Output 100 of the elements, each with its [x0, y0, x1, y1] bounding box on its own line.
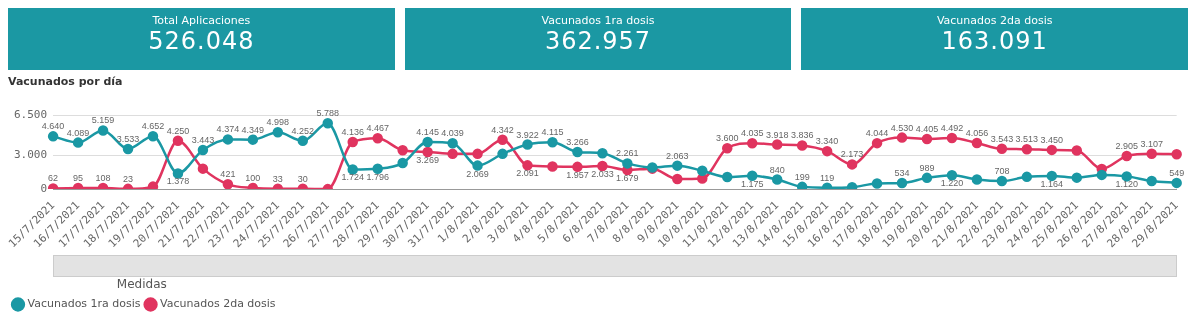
- data-label: 4.089: [66, 127, 90, 138]
- point: [497, 148, 508, 160]
- data-label: 30: [297, 173, 308, 184]
- point: [297, 135, 309, 147]
- data-label: 5.159: [91, 115, 115, 126]
- point: [1121, 150, 1132, 162]
- point: [522, 139, 533, 150]
- data-label: 23: [123, 173, 134, 184]
- data-label: 4.405: [915, 124, 939, 135]
- point: [871, 137, 883, 149]
- data-label: 3.443: [191, 134, 215, 145]
- data-label: 1.220: [940, 178, 964, 189]
- point: [672, 173, 683, 185]
- data-label: 2.033: [591, 168, 614, 179]
- point: [1121, 171, 1132, 182]
- data-label: 549: [1169, 167, 1185, 178]
- data-label: 4.640: [41, 121, 65, 132]
- legend-title: Medidas: [116, 276, 167, 291]
- point: [422, 146, 433, 158]
- chart-title: Vacunados por día: [8, 75, 123, 89]
- point: [472, 160, 483, 171]
- data-label: 108: [95, 172, 111, 183]
- point: [921, 172, 933, 184]
- y-tick-label: 0: [40, 181, 48, 195]
- point: [172, 135, 184, 147]
- point: [896, 132, 908, 143]
- point: [197, 144, 209, 156]
- data-label: 1.957: [566, 169, 589, 180]
- point: [572, 146, 583, 158]
- data-label: 1.679: [616, 173, 639, 184]
- point: [447, 137, 458, 149]
- data-label: 5.788: [316, 108, 340, 119]
- data-label: 4.652: [141, 121, 165, 132]
- point: [97, 125, 109, 136]
- data-label: 4.044: [865, 128, 889, 139]
- point: [746, 170, 758, 182]
- point: [47, 131, 59, 142]
- data-label: 3.600: [715, 133, 739, 144]
- data-label: 3.340: [815, 136, 839, 147]
- data-label: 4.349: [241, 124, 265, 135]
- data-label: 4.039: [441, 128, 464, 139]
- point: [72, 137, 84, 148]
- data-label: 4.115: [541, 127, 564, 138]
- data-label: 3.918: [765, 129, 789, 140]
- point: [1146, 175, 1157, 187]
- data-label: 534: [894, 168, 910, 179]
- data-label: 1.724: [341, 172, 364, 183]
- point: [971, 174, 983, 185]
- point: [422, 136, 433, 148]
- point: [672, 160, 683, 171]
- point: [1046, 170, 1058, 182]
- point: [247, 134, 259, 145]
- legend-label: Vacunados 2da dosis: [160, 297, 276, 311]
- data-label: 3.450: [1040, 134, 1064, 145]
- text: 163.091: [940, 27, 1049, 55]
- data-label: 3.922: [516, 129, 539, 140]
- text: Total Aplicaciones: [151, 14, 252, 27]
- data-label: 1.796: [366, 171, 389, 182]
- point: [846, 159, 858, 170]
- data-label: 1.175: [740, 178, 764, 189]
- text: 362.957: [543, 27, 653, 55]
- text: Vacunados 2da dosis: [935, 14, 1054, 27]
- data-label: 100: [245, 172, 261, 183]
- data-label: 95: [73, 173, 84, 184]
- point: [472, 148, 483, 160]
- point: [147, 130, 159, 142]
- legend-label: Vacunados 1ra dosis: [27, 297, 141, 311]
- data-label: 62: [48, 173, 59, 184]
- point: [1171, 177, 1182, 189]
- data-label: 4.056: [965, 127, 989, 138]
- data-label: 2.173: [840, 149, 864, 160]
- point: [347, 136, 358, 148]
- point: [996, 175, 1008, 187]
- point: [796, 140, 808, 151]
- data-label: 33: [272, 173, 283, 184]
- data-label: 2.091: [516, 168, 539, 179]
- point: [372, 163, 383, 174]
- data-label: 2.069: [466, 168, 489, 179]
- point: [222, 179, 234, 190]
- data-label: 2.063: [666, 150, 689, 161]
- data-label: 4.492: [940, 123, 964, 134]
- y-tick-label: 3.000: [13, 147, 48, 161]
- data-label: 4.250: [166, 125, 190, 136]
- point: [1096, 169, 1108, 181]
- point: [946, 132, 958, 144]
- point: [1021, 171, 1033, 183]
- point: [946, 170, 958, 181]
- point: [272, 127, 284, 138]
- point: [722, 142, 733, 154]
- point: [1171, 148, 1182, 160]
- point: [572, 161, 583, 173]
- data-label: 4.998: [266, 117, 290, 128]
- point: [597, 160, 608, 172]
- data-label: 1.120: [1115, 179, 1138, 190]
- point: [771, 174, 783, 185]
- point: [622, 158, 633, 169]
- data-label: 199: [794, 171, 810, 182]
- point: [1046, 144, 1058, 156]
- point: [722, 171, 733, 183]
- data-label: 708: [994, 166, 1010, 177]
